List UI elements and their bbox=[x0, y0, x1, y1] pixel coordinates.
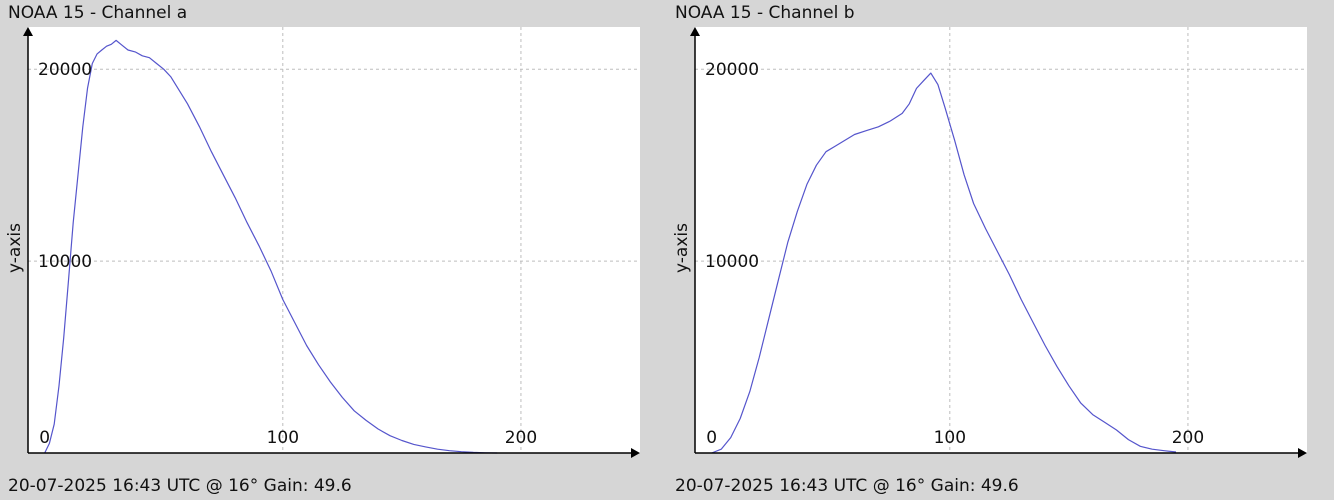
x-tick-label: 200 bbox=[1172, 428, 1204, 448]
data-line bbox=[44, 39, 498, 454]
x-tick-label: 100 bbox=[934, 428, 966, 448]
y-axis-arrow bbox=[23, 27, 33, 36]
plot-background bbox=[28, 27, 640, 453]
y-axis-arrow bbox=[690, 27, 700, 36]
status-line: 20-07-2025 16:43 UTC @ 16° Gain: 49.6 bbox=[8, 476, 352, 496]
chart-title: NOAA 15 - Channel a bbox=[8, 3, 188, 23]
y-axis-label: y-axis bbox=[5, 223, 25, 273]
y-tick-label: 20000 bbox=[38, 60, 92, 80]
chart-panel-channel-a: NOAA 15 - Channel a 0 100 200 10000 20000 y-a… bbox=[5, 3, 640, 496]
y-tick-label: 10000 bbox=[38, 252, 92, 272]
x-tick-label: 200 bbox=[505, 428, 537, 448]
x-tick-label: 100 bbox=[267, 428, 299, 448]
x-tick-label: 0 bbox=[706, 428, 717, 448]
status-line: 20-07-2025 16:43 UTC @ 16° Gain: 49.6 bbox=[675, 476, 1019, 496]
plot-background bbox=[695, 27, 1307, 453]
data-line bbox=[711, 72, 1177, 454]
chart-panel-channel-b: NOAA 15 - Channel b 0 100 200 10000 20000 y-a… bbox=[667, 0, 1334, 500]
chart-plot-area: 0 100 200 10000 20000 y-axis bbox=[672, 27, 1307, 458]
x-tick-label: 0 bbox=[39, 428, 50, 448]
x-axis-arrow bbox=[1298, 448, 1307, 458]
chart-title: NOAA 15 - Channel b bbox=[675, 3, 855, 23]
y-axis-label: y-axis bbox=[672, 223, 692, 273]
y-tick-label: 20000 bbox=[705, 60, 759, 80]
x-axis-arrow bbox=[631, 448, 640, 458]
y-tick-label: 10000 bbox=[705, 252, 759, 272]
chart-plot-area: 0 100 200 10000 20000 y-axis bbox=[5, 27, 640, 458]
